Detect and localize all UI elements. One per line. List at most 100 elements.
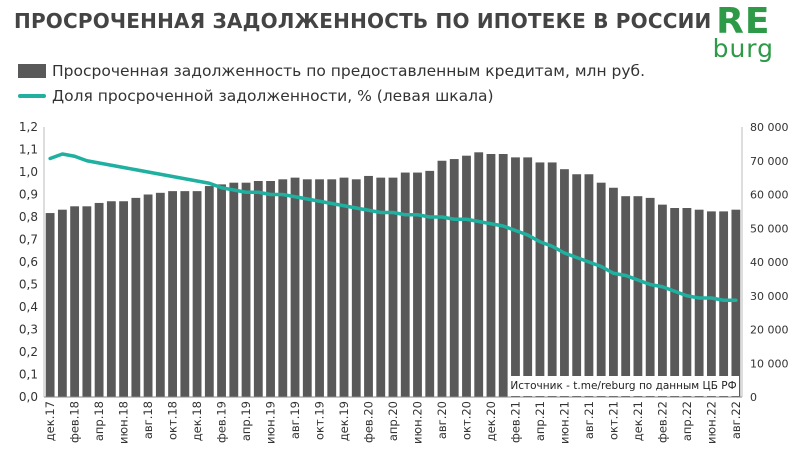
bar-дек.21 xyxy=(633,196,643,397)
bar-авг.22 xyxy=(731,209,741,397)
bar-июн.19 xyxy=(266,181,275,397)
bar-окт.20 xyxy=(462,155,471,397)
bar-фев.19 xyxy=(217,184,226,398)
right-tick-label: 20 000 xyxy=(750,324,789,337)
left-tick-label: 0,6 xyxy=(19,255,38,269)
bar-авг.20 xyxy=(437,160,447,397)
bar-окт.18 xyxy=(168,191,177,398)
bar-мар.18 xyxy=(82,206,92,397)
bar-июн.22 xyxy=(706,211,716,398)
left-tick-label: 0,5 xyxy=(19,278,38,292)
legend-label-bars: Просроченная задолженность по предоставл… xyxy=(52,61,646,80)
bar-янв.20 xyxy=(351,179,361,397)
bar-ноя.20 xyxy=(474,152,484,397)
bar-сен.20 xyxy=(449,159,459,397)
right-tick-label: 10 000 xyxy=(750,357,789,370)
right-tick-label: 30 000 xyxy=(750,290,789,303)
bar-ноя.21 xyxy=(621,196,631,397)
left-tick-label: 0,7 xyxy=(19,233,38,247)
bar-июн.21 xyxy=(560,169,569,397)
x-tick-label: июн.21 xyxy=(557,401,571,444)
x-tick-label: апр.19 xyxy=(239,401,253,441)
bar-июн.20 xyxy=(413,172,422,397)
bar-сен.18 xyxy=(155,192,165,397)
x-tick-label: дек.21 xyxy=(631,401,645,441)
bar-май.18 xyxy=(106,201,116,397)
bar-июл.19 xyxy=(278,179,288,397)
x-tick-label: авг.18 xyxy=(141,401,155,439)
chart-legend: Просроченная задолженность по предоставл… xyxy=(18,58,645,108)
bar-июл.22 xyxy=(719,211,729,398)
logo-bottom-text: burg xyxy=(712,34,774,63)
x-tick-label: апр.22 xyxy=(680,401,694,441)
bar-июл.18 xyxy=(131,197,141,398)
bar-окт.19 xyxy=(315,179,324,397)
x-tick-label: фев.18 xyxy=(68,401,82,443)
right-tick-label: 0 xyxy=(750,391,757,404)
x-tick-label: окт.20 xyxy=(459,401,473,440)
legend-item-line: Доля просроченной задолженности, % (лева… xyxy=(18,83,645,108)
x-tick-label: июн.22 xyxy=(704,401,718,444)
bar-апр.20 xyxy=(388,177,398,398)
x-tick-label: дек.20 xyxy=(484,401,498,441)
bar-янв.19 xyxy=(204,186,214,397)
x-tick-label: авг.21 xyxy=(582,401,596,439)
bar-апр.19 xyxy=(241,182,251,397)
bar-мар.22 xyxy=(670,208,680,397)
x-tick-label: июн.18 xyxy=(117,401,131,444)
source-note: Источник - t.me/reburg по данным ЦБ РФ xyxy=(508,376,739,396)
bar-фев.21 xyxy=(511,157,520,398)
bar-авг.19 xyxy=(290,177,300,398)
right-tick-label: 50 000 xyxy=(750,222,789,235)
bar-авг.21 xyxy=(584,174,594,397)
bar-дек.17 xyxy=(45,213,55,397)
x-tick-label: авг.20 xyxy=(435,401,449,439)
bar-янв.22 xyxy=(645,197,655,398)
x-tick-label: окт.21 xyxy=(606,401,620,440)
bar-мар.21 xyxy=(523,157,533,398)
x-tick-label: фев.20 xyxy=(362,401,376,443)
x-tick-label: фев.19 xyxy=(215,401,229,443)
x-tick-label: дек.17 xyxy=(43,401,57,441)
bar-янв.21 xyxy=(498,154,508,397)
left-tick-label: 0,2 xyxy=(19,345,38,359)
bar-апр.18 xyxy=(94,202,104,397)
right-tick-label: 70 000 xyxy=(750,155,789,168)
left-tick-label: 0,0 xyxy=(19,390,38,404)
x-tick-label: апр.18 xyxy=(92,401,106,441)
legend-swatch-bars xyxy=(18,63,46,78)
left-tick-label: 1,0 xyxy=(19,165,38,179)
bar-июл.20 xyxy=(425,170,435,398)
x-tick-label: авг.22 xyxy=(729,401,743,439)
bar-июл.21 xyxy=(572,174,582,397)
logo-top-text: RE xyxy=(716,1,771,42)
legend-item-bars: Просроченная задолженность по предоставл… xyxy=(18,58,645,83)
bar-сен.21 xyxy=(596,182,606,397)
right-tick-label: 80 000 xyxy=(750,121,789,134)
left-tick-label: 0,1 xyxy=(19,368,38,382)
left-tick-label: 0,9 xyxy=(19,188,38,202)
bar-дек.20 xyxy=(486,154,496,397)
x-tick-label: фев.22 xyxy=(655,401,669,443)
bar-май.19 xyxy=(253,181,263,397)
right-tick-label: 60 000 xyxy=(750,189,789,202)
x-tick-label: дек.19 xyxy=(337,401,351,441)
left-tick-label: 0,4 xyxy=(19,300,38,314)
left-tick-label: 1,1 xyxy=(19,143,38,157)
bar-май.21 xyxy=(547,162,557,397)
bar-апр.22 xyxy=(682,208,692,397)
bar-сен.19 xyxy=(302,179,312,397)
reburg-logo: RE burg xyxy=(712,1,774,63)
x-tick-label: авг.19 xyxy=(288,401,302,439)
x-tick-label: дек.18 xyxy=(190,401,204,441)
bar-май.22 xyxy=(694,209,704,397)
left-tick-label: 0,8 xyxy=(19,210,38,224)
bar-авг.18 xyxy=(143,194,153,397)
right-tick-label: 40 000 xyxy=(750,256,789,269)
x-tick-label: фев.21 xyxy=(508,401,522,443)
bar-май.20 xyxy=(400,172,410,397)
bar-мар.20 xyxy=(376,177,386,398)
x-tick-label: окт.19 xyxy=(313,401,327,440)
bar-июн.18 xyxy=(119,201,129,397)
